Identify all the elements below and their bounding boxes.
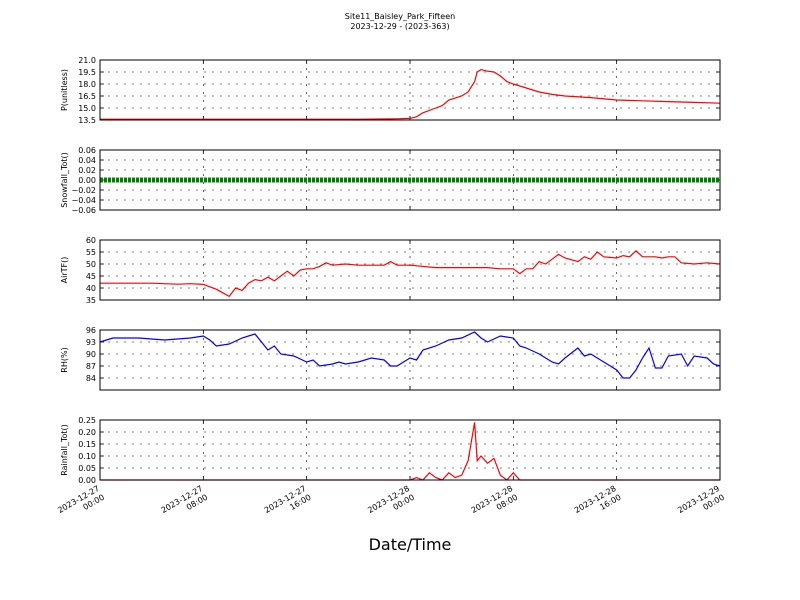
y-tick-label: 19.5 [78, 68, 96, 77]
y-tick-label: 50 [86, 260, 96, 269]
panel-2: −0.06−0.04−0.020.000.020.040.06 Snowfall_… [60, 146, 721, 215]
x-tick-label: 2023-12-2800:00 [366, 484, 416, 524]
x-tick-label: 2023-12-2708:00 [160, 484, 210, 524]
y-tick-label: 87 [86, 362, 96, 371]
y-axis-label: AirTF() [60, 257, 69, 284]
y-tick-label: −0.04 [71, 196, 96, 205]
y-tick-label: 13.5 [78, 116, 96, 125]
x-tick-label: 2023-12-2716:00 [263, 484, 313, 524]
x-tick-label: 2023-12-2900:00 [676, 484, 726, 524]
y-tick-label: 16.5 [78, 92, 96, 101]
x-tick-label: 2023-12-2700:00 [56, 484, 106, 524]
y-tick-label: 0.15 [78, 440, 96, 449]
y-tick-label: 0.00 [78, 176, 96, 185]
series-line-panel-5 [100, 422, 720, 481]
panel-3: 35 40 45 50 55 60 AirTF() [60, 236, 721, 305]
y-tick-label: 40 [86, 284, 96, 293]
y-axis-label: RH(%) [60, 347, 69, 372]
panel-frame [99, 149, 721, 211]
y-tick-label: 45 [86, 272, 96, 281]
y-tick-label: 0.04 [78, 156, 96, 165]
x-axis-ticks: 2023-12-2700:00 2023-12-2708:00 2023-12-27… [56, 484, 726, 524]
y-tick-label: 0.02 [78, 166, 96, 175]
y-tick-label: 96 [86, 326, 96, 335]
y-tick-label: 0.20 [78, 428, 96, 437]
panel-5: 0.00 0.05 0.10 0.15 0.20 0.25 Rainfall_Tot() [60, 416, 721, 485]
y-tick-label: 84 [86, 374, 96, 383]
y-axis-label: P(unitless) [60, 69, 69, 111]
y-tick-label: 0.05 [78, 464, 96, 473]
y-tick-label: 0.25 [78, 416, 96, 425]
series-line-panel-4 [99, 331, 721, 379]
y-tick-label: 15.0 [78, 104, 96, 113]
y-tick-label: 55 [86, 248, 96, 257]
x-tick-label: 2023-12-2816:00 [573, 484, 623, 524]
x-axis-label: Date/Time [369, 535, 452, 554]
x-tick-label: 2023-12-2808:00 [470, 484, 520, 524]
chart-title: Site11_Baisley_Park_Fifteen [345, 12, 455, 21]
panel-frame [99, 239, 721, 301]
y-tick-label: 90 [86, 350, 96, 359]
y-tick-label: 21.0 [78, 56, 96, 65]
panel-frame [99, 59, 721, 121]
y-axis-label: Snowfall_Tot() [60, 152, 69, 208]
series-line-panel-1 [100, 68, 721, 120]
y-tick-label: 18.0 [78, 80, 96, 89]
y-tick-label: 60 [86, 236, 96, 245]
panel-4: 84 87 90 93 96 RH(%) [60, 326, 721, 391]
y-tick-label: 0.00 [78, 476, 96, 485]
y-tick-label: 35 [86, 296, 96, 305]
y-tick-label: −0.06 [71, 206, 96, 215]
y-tick-label: 0.10 [78, 452, 96, 461]
y-tick-label: 93 [86, 338, 96, 347]
panel-1: 13.5 15.0 16.5 18.0 19.5 21.0 P(unitless) [60, 56, 721, 125]
series-line-panel-3 [100, 249, 721, 298]
chart-subtitle: 2023-12-29 - (2023-363) [350, 22, 449, 31]
y-axis-label: Rainfall_Tot() [60, 424, 69, 476]
y-tick-label: −0.02 [71, 186, 96, 195]
panel-frame [99, 419, 721, 481]
y-tick-label: 0.06 [78, 146, 96, 155]
panel-frame [99, 329, 721, 391]
chart-panels: 13.5 15.0 16.5 18.0 19.5 21.0 P(unitless) −0.06… [60, 56, 721, 485]
